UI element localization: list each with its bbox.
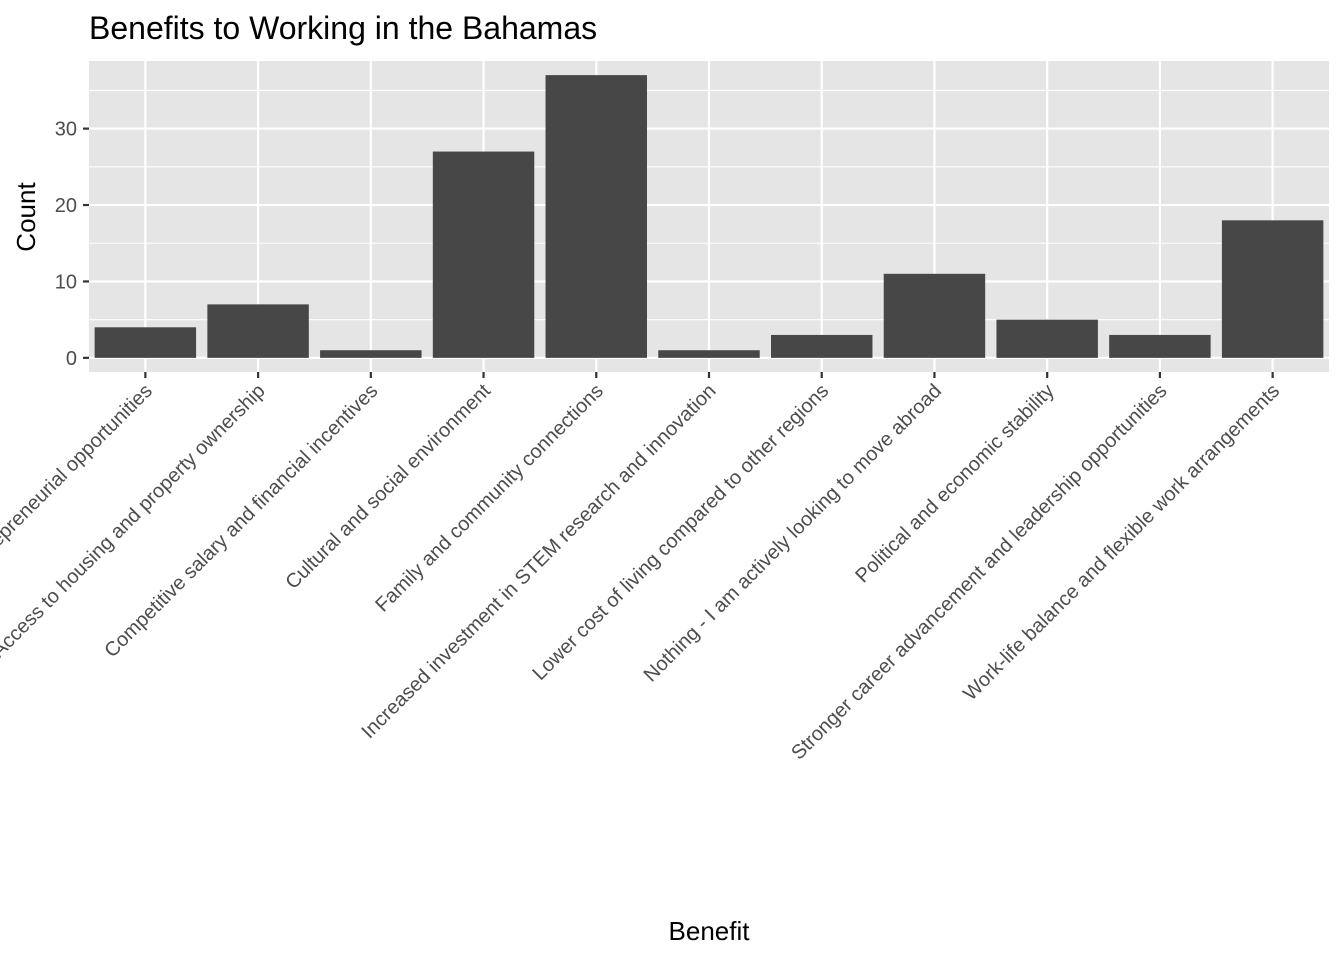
bar — [320, 350, 422, 358]
x-tick-label: Stronger career advancement and leadersh… — [787, 380, 1171, 764]
bar — [883, 273, 986, 358]
x-tick-label: Family and community connections — [371, 380, 607, 616]
bar — [658, 350, 760, 358]
y-tick-label: 10 — [55, 271, 77, 293]
bars — [94, 75, 1324, 358]
y-tick-label: 20 — [55, 195, 77, 217]
x-tick-label: Cultural and social environment — [281, 380, 495, 594]
bar — [1109, 334, 1211, 358]
bar — [1221, 220, 1324, 358]
bar — [432, 151, 535, 358]
y-axis: 0 10 20 30 — [55, 119, 89, 370]
y-tick-label: 30 — [55, 119, 77, 141]
bar — [207, 304, 309, 358]
chart-title: Benefits to Working in the Bahamas — [89, 10, 597, 46]
bar — [771, 334, 873, 358]
y-tick-label: 0 — [66, 348, 77, 370]
bar — [996, 319, 1098, 358]
bar — [94, 327, 197, 358]
x-axis: Access to entrepreneurial opportunitiesA… — [0, 372, 1284, 764]
y-axis-title: Count — [11, 182, 41, 252]
bar — [545, 75, 647, 358]
x-tick-label: Political and economic stability — [851, 380, 1058, 587]
x-axis-title: Benefit — [669, 916, 751, 946]
